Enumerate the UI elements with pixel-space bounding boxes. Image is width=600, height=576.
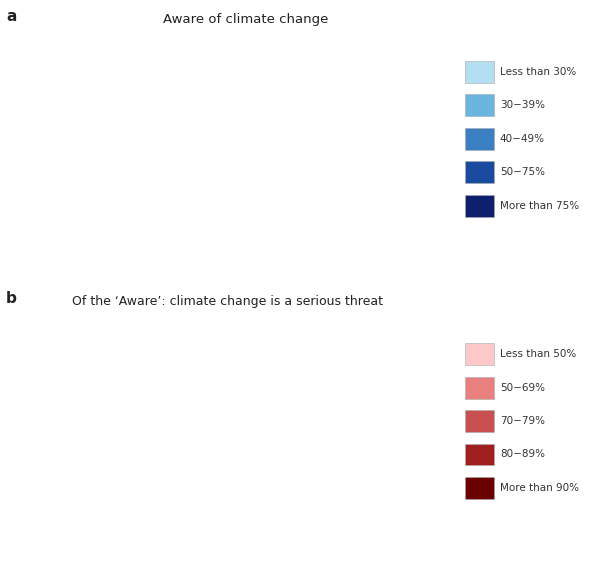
Text: Less than 50%: Less than 50% — [500, 349, 576, 359]
Text: Aware of climate change: Aware of climate change — [163, 13, 329, 26]
Text: 80−89%: 80−89% — [500, 449, 545, 460]
Text: b: b — [6, 291, 17, 306]
Text: More than 75%: More than 75% — [500, 200, 579, 211]
Text: Less than 30%: Less than 30% — [500, 67, 576, 77]
Text: Of the ‘Aware’: climate change is a serious threat: Of the ‘Aware’: climate change is a seri… — [73, 295, 383, 308]
Text: 50−75%: 50−75% — [500, 167, 545, 177]
Text: 30−39%: 30−39% — [500, 100, 545, 111]
Text: a: a — [6, 9, 16, 24]
Text: 50−69%: 50−69% — [500, 382, 545, 393]
Text: 70−79%: 70−79% — [500, 416, 545, 426]
Text: 40−49%: 40−49% — [500, 134, 545, 144]
Text: More than 90%: More than 90% — [500, 483, 579, 493]
